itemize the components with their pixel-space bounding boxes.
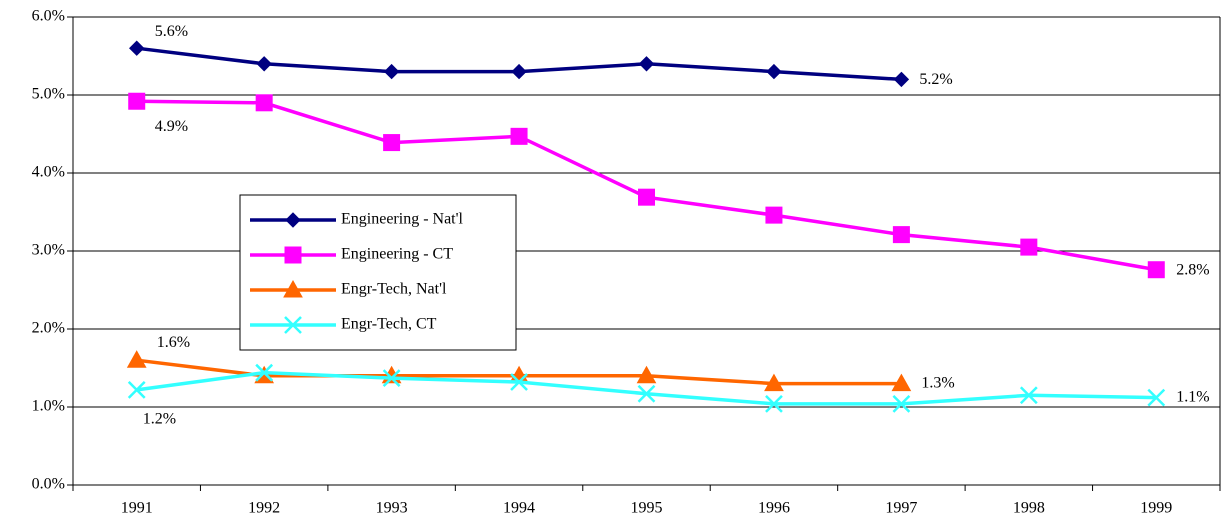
legend: Engineering - Nat'l Engineering - CT Engr-…	[239, 194, 517, 351]
marker	[255, 363, 274, 382]
data-label: 2.8%	[1176, 261, 1209, 278]
x-tick-label: 1995	[631, 500, 663, 517]
marker	[510, 373, 528, 391]
x-tick-label: 1997	[885, 500, 917, 517]
marker	[1147, 261, 1165, 279]
marker	[383, 63, 400, 80]
marker	[765, 206, 783, 224]
y-tick-label: 3.0%	[32, 242, 65, 259]
x-tick-label: 1994	[503, 500, 535, 517]
data-label: 5.2%	[919, 71, 952, 88]
marker	[1147, 388, 1166, 407]
marker	[511, 63, 527, 80]
marker	[892, 226, 910, 244]
y-tick-label: 4.0%	[32, 164, 65, 181]
x-tick-label: 1991	[121, 500, 153, 517]
legend-label: Engr-Tech, CT	[341, 316, 437, 333]
marker	[127, 380, 146, 399]
x-tick-label: 1993	[376, 500, 408, 517]
marker	[636, 365, 657, 384]
legend-label: Engineering - CT	[341, 246, 453, 263]
y-tick-label: 6.0%	[32, 8, 65, 25]
marker	[1019, 386, 1038, 405]
x-tick-label: 1996	[758, 500, 790, 517]
marker	[256, 56, 272, 72]
legend-marker	[283, 279, 303, 298]
y-tick-label: 1.0%	[32, 398, 65, 415]
marker	[126, 350, 147, 368]
marker	[510, 127, 528, 145]
marker	[383, 134, 401, 152]
y-tick-label: 0.0%	[32, 476, 65, 493]
data-label: 5.6%	[155, 23, 188, 40]
data-label: 1.2%	[143, 411, 176, 428]
marker	[764, 373, 784, 392]
x-tick-label: 1998	[1013, 500, 1045, 517]
y-tick-label: 2.0%	[32, 320, 65, 337]
marker	[766, 63, 782, 80]
marker	[637, 384, 656, 403]
legend-label: Engineering - Nat'l	[341, 211, 464, 228]
marker	[1020, 238, 1038, 256]
marker	[638, 188, 655, 206]
marker	[765, 394, 783, 413]
y-tick-label: 5.0%	[32, 86, 65, 103]
data-label: 1.1%	[1176, 388, 1209, 405]
marker	[129, 40, 145, 56]
marker	[255, 94, 273, 112]
marker	[128, 92, 146, 110]
x-tick-label: 1992	[248, 500, 280, 517]
marker	[891, 373, 912, 392]
data-label: 1.3%	[921, 374, 954, 391]
marker	[892, 394, 911, 413]
marker	[382, 369, 401, 388]
legend-label: Engr-Tech, Nat'l	[341, 281, 447, 298]
marker	[638, 56, 655, 72]
x-tick-label: 1999	[1140, 500, 1172, 517]
data-label: 1.6%	[157, 334, 190, 351]
data-label: 4.9%	[155, 118, 188, 135]
legend-marker	[284, 316, 302, 334]
marker	[893, 71, 910, 88]
legend-marker	[284, 246, 302, 264]
legend-marker	[285, 212, 301, 228]
